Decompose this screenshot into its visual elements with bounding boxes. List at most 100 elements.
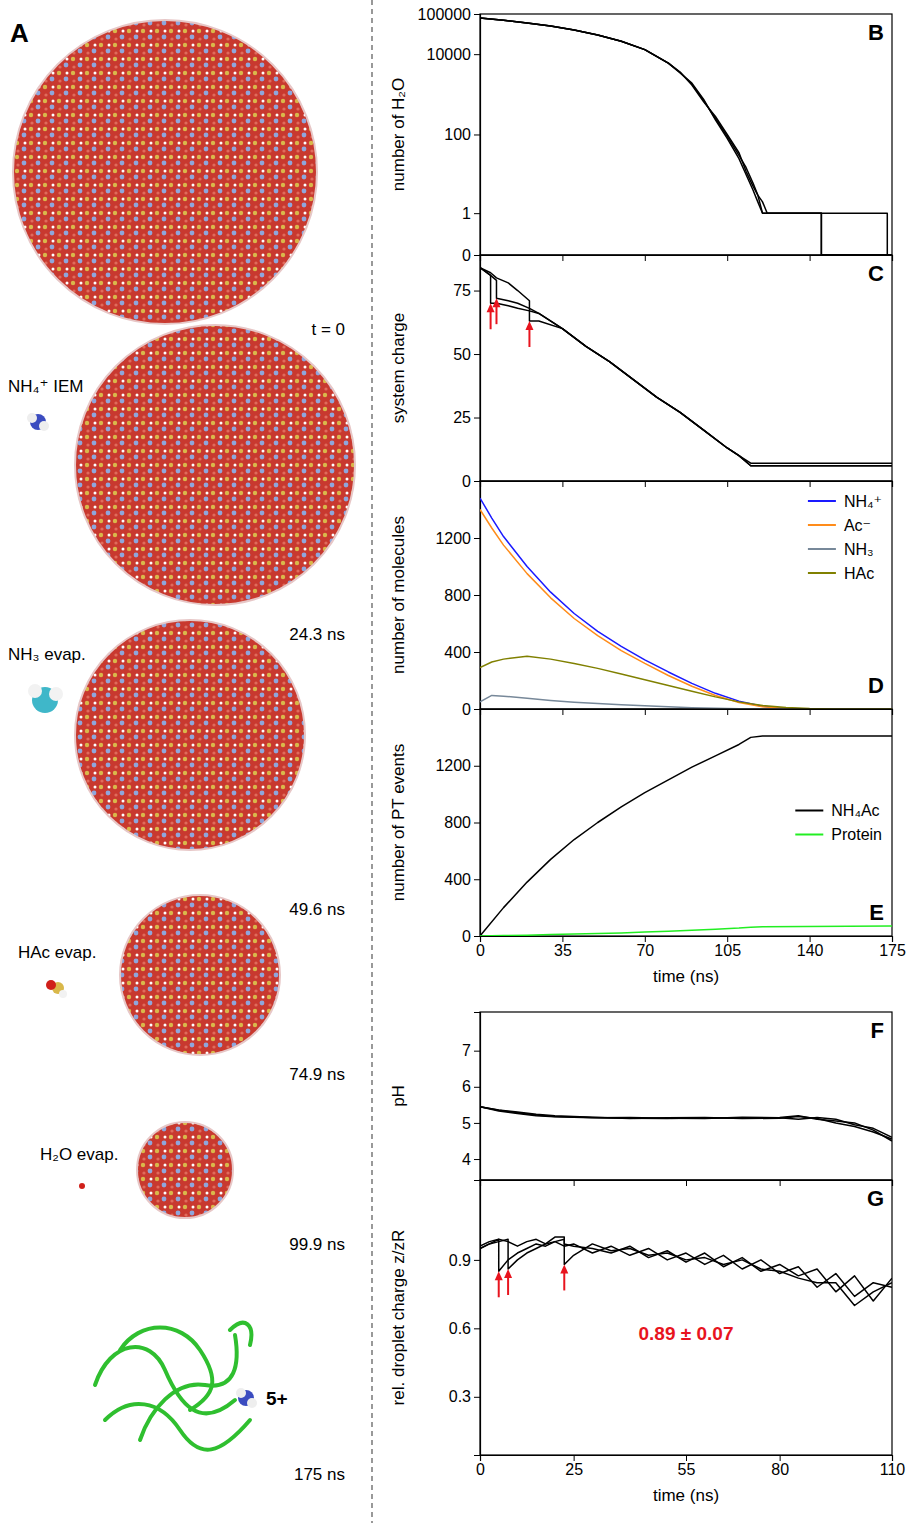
tick-label: 75 — [453, 282, 471, 299]
molecule-icon — [27, 413, 49, 431]
series-line — [480, 18, 892, 255]
x-tick — [727, 481, 728, 487]
y-tick: 800 — [444, 814, 480, 831]
y-tick: 400 — [444, 644, 480, 661]
axis-line — [474, 256, 481, 482]
series-group — [480, 498, 892, 709]
x-tick: 55 — [678, 1455, 696, 1478]
series-line — [480, 268, 892, 466]
legend-entry: NH₃ — [808, 541, 874, 558]
tick-mark — [474, 1159, 480, 1160]
tick-mark — [480, 1455, 481, 1461]
tick-mark — [686, 1180, 687, 1186]
legend-entry: NH₄⁺ — [808, 493, 882, 510]
tick-label: 55 — [678, 1461, 696, 1478]
axis-line — [481, 1181, 893, 1187]
tick-mark — [686, 1455, 687, 1461]
tick-label: 105 — [714, 942, 741, 959]
tick-mark — [562, 709, 563, 715]
y-axis: 0110010000100000 — [418, 6, 481, 264]
tick-mark — [474, 766, 480, 767]
legend-label: Protein — [831, 826, 882, 843]
series-group — [480, 1107, 892, 1141]
legend-swatch — [808, 524, 836, 526]
series-line — [480, 656, 892, 709]
y-tick: 5 — [462, 1115, 480, 1132]
panel-D: 04008001200number of moleculesNH₄⁺Ac⁻NH₃… — [389, 481, 893, 718]
atom — [39, 421, 49, 431]
x-tick — [727, 709, 728, 715]
y-tick: 1 — [462, 205, 480, 222]
tick-mark — [780, 1180, 781, 1186]
legend-label: Ac⁻ — [844, 517, 871, 534]
legend-entry: HAc — [808, 565, 874, 582]
series-line — [480, 1237, 892, 1305]
arrow-head — [495, 1271, 503, 1280]
panel-letter: C — [868, 261, 884, 286]
x-axis — [481, 481, 893, 487]
droplet — [137, 1122, 233, 1218]
x-tick — [645, 481, 646, 487]
tick-mark — [562, 481, 563, 487]
panel-letter: E — [869, 900, 884, 925]
tick-mark — [810, 255, 811, 261]
tick-mark — [474, 1051, 480, 1052]
tick-mark — [474, 14, 480, 15]
frame: 175 ns5+ — [95, 1323, 345, 1484]
axis-line — [474, 15, 481, 256]
panel-letter: B — [868, 20, 884, 45]
atom — [49, 687, 63, 701]
tick-label: 70 — [636, 942, 654, 959]
axis-line — [481, 482, 893, 488]
y-axis-title: system charge — [389, 313, 408, 424]
series-group — [480, 736, 892, 936]
arrow-head — [525, 321, 533, 330]
arrow — [492, 298, 500, 324]
x-tick — [727, 255, 728, 261]
panel-letter: F — [871, 1018, 884, 1043]
y-axis: 0255075 — [453, 256, 480, 490]
frame: 49.6 nsNH₃ evap. — [8, 620, 345, 919]
tick-mark — [574, 1455, 575, 1461]
tick-mark — [474, 134, 480, 135]
tick-label: 100 — [444, 126, 471, 143]
panel-letter: A — [10, 18, 29, 48]
tick-mark — [474, 823, 480, 824]
tick-mark — [892, 1455, 893, 1461]
y-tick: 4 — [462, 1151, 480, 1168]
tick-label: 1200 — [435, 530, 471, 547]
axis-line — [481, 937, 893, 943]
legend-swatch — [808, 500, 836, 502]
legend: NH₄AcProtein — [795, 802, 882, 843]
charge-label: 5+ — [266, 1388, 288, 1409]
tick-label: 0 — [462, 928, 471, 945]
x-axis: 0255580110 — [476, 1455, 905, 1478]
tick-mark — [562, 255, 563, 261]
protein-strand — [140, 1335, 237, 1440]
tick-mark — [645, 709, 646, 715]
y-tick: 1200 — [435, 757, 480, 774]
protein-strand — [105, 1404, 250, 1450]
x-tick — [562, 255, 563, 261]
tick-label: 175 — [879, 942, 906, 959]
panel-E: 0400800120003570105140175number of PT ev… — [389, 709, 906, 986]
arrow-head — [492, 298, 500, 307]
arrow — [560, 1264, 568, 1290]
y-axis: 04008001200 — [435, 482, 480, 718]
tick-mark — [474, 936, 480, 937]
legend-label: NH₃ — [844, 541, 874, 558]
tick-mark — [474, 1260, 480, 1261]
frame-time: 99.9 ns — [289, 1235, 345, 1254]
tick-label: 0.3 — [449, 1388, 471, 1405]
x-tick — [810, 481, 811, 487]
tick-label: 800 — [444, 814, 471, 831]
axis-line — [474, 1013, 481, 1181]
tick-mark — [727, 936, 728, 942]
y-tick: 1200 — [435, 530, 480, 547]
tick-label: 80 — [771, 1461, 789, 1478]
arrow — [525, 321, 533, 347]
tick-label: 800 — [444, 587, 471, 604]
event-label: HAc evap. — [18, 943, 96, 962]
tick-label: 35 — [554, 942, 572, 959]
tick-mark — [810, 481, 811, 487]
